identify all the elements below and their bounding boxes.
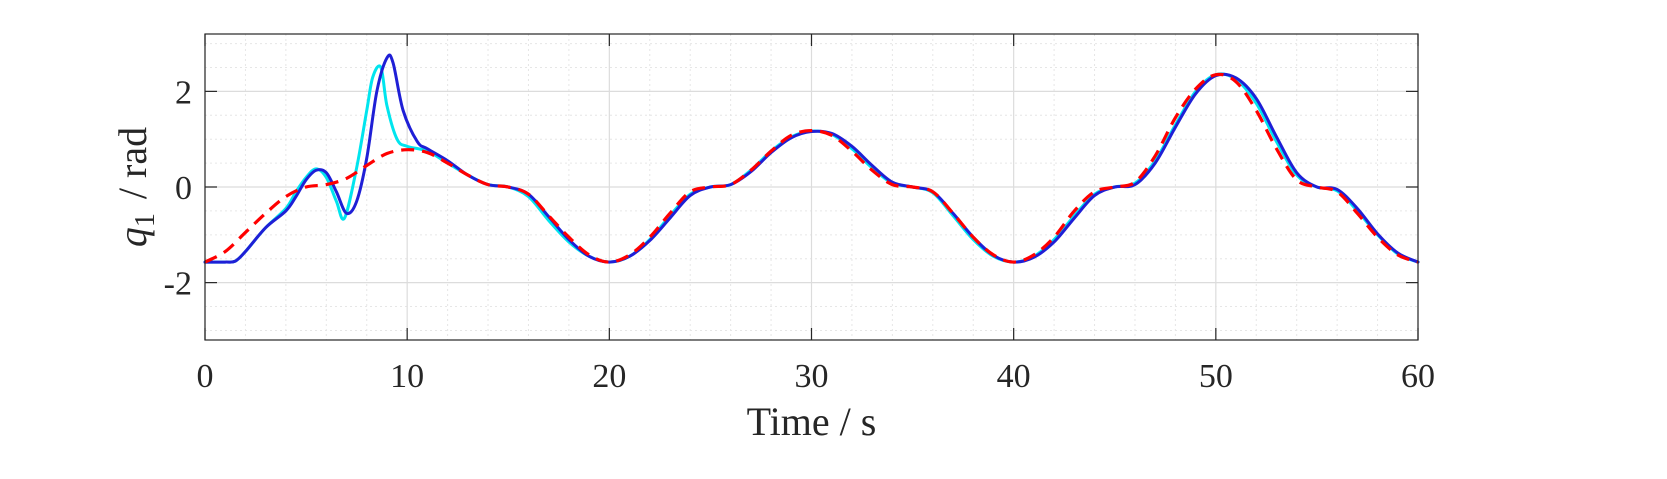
series-layer [203, 53, 1420, 264]
ticks [204, 34, 1419, 340]
x-tick-label: 20 [592, 358, 626, 395]
x-tick-label: 30 [795, 358, 829, 395]
y-axis-subscript: 1 [130, 213, 161, 227]
svg-text:q1/ rad: q1 / rad [110, 127, 161, 247]
y-axis-unit: / rad [110, 127, 155, 199]
y-tick-label: 0 [175, 170, 192, 207]
x-tick-labels: 0 10 20 30 40 50 60 [197, 358, 1436, 395]
x-tick-label: 60 [1401, 358, 1435, 395]
x-tick-label: 0 [197, 358, 214, 395]
x-axis-label: Time / s [747, 399, 877, 444]
series-3-line [203, 53, 1420, 264]
y-axis-symbol: q [110, 227, 155, 247]
y-tick-labels: -2 0 2 [164, 74, 192, 302]
x-tick-label: 10 [390, 358, 424, 395]
series-1-line [204, 72, 1419, 264]
y-tick-label: 2 [175, 74, 192, 111]
y-tick-label: -2 [164, 266, 192, 303]
x-tick-label: 50 [1199, 358, 1233, 395]
y-axis-label: q1 / rad [110, 127, 161, 247]
x-tick-label: 40 [997, 358, 1031, 395]
